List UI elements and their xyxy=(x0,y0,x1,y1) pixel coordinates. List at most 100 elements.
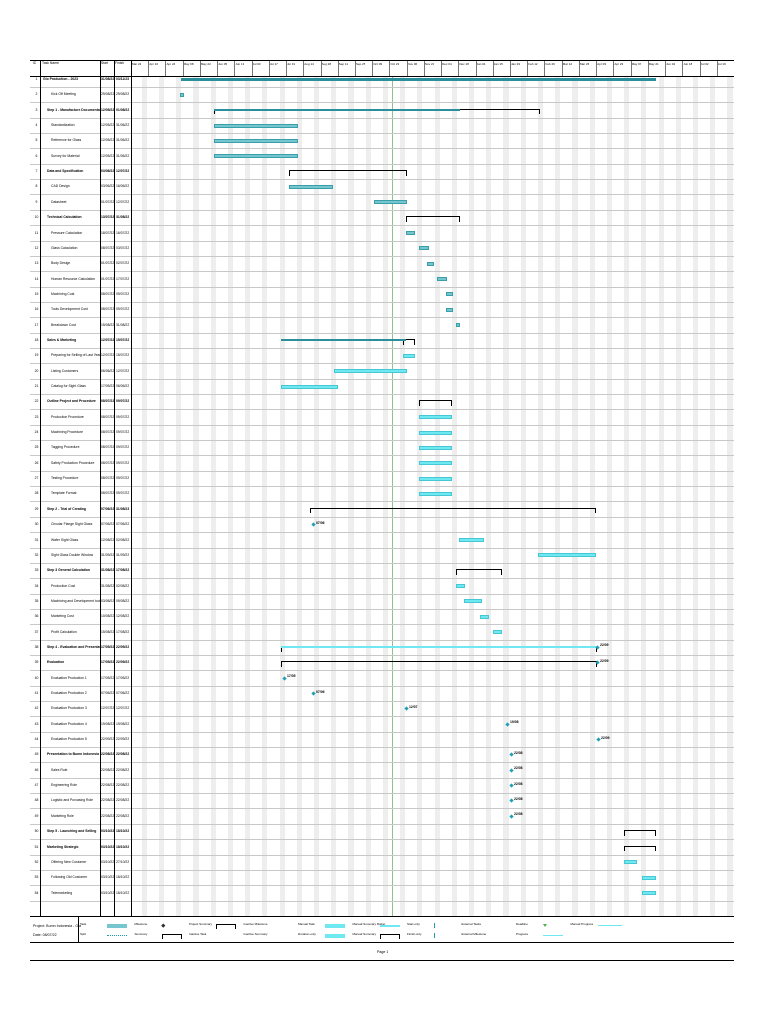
manual-task-bar[interactable] xyxy=(459,538,484,542)
task-name[interactable]: Logistic and Purcasing Role xyxy=(51,798,94,803)
summary-bar[interactable] xyxy=(310,507,596,513)
task-start[interactable]: 29/08/22 xyxy=(101,92,115,97)
task-start[interactable]: 07/06/22 xyxy=(101,506,115,511)
task-start[interactable]: 08/07/22 xyxy=(101,399,115,404)
task-start[interactable]: 03/10/22 xyxy=(101,890,115,895)
milestone-diamond[interactable] xyxy=(508,752,514,758)
task-name[interactable]: Marketing Strategic xyxy=(47,844,79,849)
task-start[interactable]: 12/07/22 xyxy=(101,337,115,342)
task-finish[interactable]: 31/06/22 xyxy=(116,138,130,143)
milestone-diamond[interactable] xyxy=(508,783,514,788)
task-name[interactable]: Listing Customers xyxy=(51,368,79,373)
task-start[interactable]: 01/07/22 xyxy=(101,199,115,204)
task-name[interactable]: Sales & Marketing xyxy=(47,337,77,342)
manual-task-bar[interactable] xyxy=(403,353,415,358)
summary-bar[interactable] xyxy=(624,845,656,851)
task-finish[interactable]: 18/10/22 xyxy=(116,890,130,895)
manual-task-bar[interactable] xyxy=(419,430,452,435)
task-finish[interactable]: 31/08/22 xyxy=(116,215,130,220)
task-start[interactable]: 03/06/22 xyxy=(101,169,115,174)
task-finish[interactable]: 22/08/22 xyxy=(116,798,130,803)
task-finish[interactable]: 31/06/22 xyxy=(116,153,130,158)
task-start[interactable]: 01/07/22 xyxy=(101,261,115,266)
task-finish[interactable]: 12/07/22 xyxy=(116,169,130,174)
manual-task-bar[interactable] xyxy=(419,415,452,420)
task-finish[interactable]: 18/10/22 xyxy=(116,875,130,880)
task-finish[interactable]: 03/07/22 xyxy=(116,245,130,250)
task-start[interactable]: 12/07/22 xyxy=(101,353,115,358)
task-bar[interactable] xyxy=(406,231,415,235)
summary-bar[interactable] xyxy=(624,830,656,835)
task-name[interactable]: Evaluation Production 1 xyxy=(51,675,87,680)
task-start[interactable]: 12/05/22 xyxy=(101,107,115,112)
task-start[interactable]: 08/07/22 xyxy=(101,307,115,312)
task-start[interactable]: 06/06/22 xyxy=(101,368,115,373)
task-start[interactable]: 03/10/22 xyxy=(101,859,115,864)
task-bar[interactable] xyxy=(419,246,429,251)
task-start[interactable]: 18/07/22 xyxy=(101,230,115,235)
summary-bar[interactable] xyxy=(456,569,502,575)
task-start[interactable]: 03/08/22 xyxy=(101,598,115,603)
task-start[interactable]: 08/07/22 xyxy=(101,414,115,419)
task-finish[interactable]: 12/07/22 xyxy=(116,199,130,204)
task-name[interactable]: Reference for Glass xyxy=(51,138,82,143)
manual-task-bar[interactable] xyxy=(480,614,489,619)
task-bar[interactable] xyxy=(374,200,407,205)
task-bar[interactable] xyxy=(214,154,298,159)
task-name[interactable]: Following Old Customer xyxy=(51,875,88,880)
manual-task-bar[interactable] xyxy=(419,445,452,450)
task-name[interactable]: Circular Flange Sight Glass xyxy=(51,522,93,527)
summary-bar[interactable] xyxy=(281,661,597,667)
task-start[interactable]: 03/10/22 xyxy=(101,875,115,880)
task-name[interactable]: Glass Calculation xyxy=(51,245,78,250)
task-start[interactable]: 08/07/22 xyxy=(101,460,115,465)
task-finish[interactable]: 12/07/22 xyxy=(116,706,130,711)
task-start[interactable]: 12/08/22 xyxy=(101,537,115,542)
task-name[interactable]: Evaluation Production 3 xyxy=(51,706,87,711)
project-summary-bar[interactable] xyxy=(181,78,656,81)
manual-task-bar[interactable] xyxy=(419,461,452,466)
task-name[interactable]: Presentation to Bumn Indonesia xyxy=(47,752,99,757)
summary-bar[interactable] xyxy=(289,170,407,175)
task-finish[interactable]: 09/07/22 xyxy=(116,445,130,450)
task-start[interactable]: 08/07/22 xyxy=(101,291,115,296)
task-name[interactable]: Kick Off Meeting xyxy=(51,92,76,97)
task-finish[interactable]: 03/11/23 xyxy=(116,77,130,81)
manual-task-bar[interactable] xyxy=(419,476,452,481)
task-name[interactable]: Safety Production Procedure xyxy=(51,460,95,465)
task-name[interactable]: Engineering Role xyxy=(51,783,78,788)
task-finish[interactable]: 09/07/22 xyxy=(116,460,130,465)
task-name[interactable]: Step 1 - Manufacture Documentation xyxy=(47,107,100,112)
task-finish[interactable]: 16/07/22 xyxy=(116,230,130,235)
task-finish[interactable]: 06/06/22 xyxy=(116,384,130,388)
task-name[interactable]: Step 3 General Calculation xyxy=(47,568,90,573)
task-start[interactable]: 19/08/22 xyxy=(101,721,115,726)
task-start[interactable]: 22/09/22 xyxy=(101,737,115,742)
task-finish[interactable]: 17/07/22 xyxy=(116,276,130,281)
task-name[interactable]: Technical Calculation xyxy=(47,215,82,220)
task-name[interactable]: Production Cost xyxy=(51,583,76,588)
task-start[interactable]: 08/07/22 xyxy=(101,445,115,450)
task-bar[interactable] xyxy=(180,92,184,97)
task-finish[interactable]: 09/08/22 xyxy=(116,598,130,603)
milestone-diamond[interactable] xyxy=(508,814,514,819)
task-start[interactable]: 22/08/22 xyxy=(101,767,115,772)
task-finish[interactable]: 02/08/22 xyxy=(116,537,130,542)
task-name[interactable]: Human Resource Calculation xyxy=(51,276,96,281)
task-finish[interactable]: 18/10/22 xyxy=(116,844,130,849)
task-bar[interactable] xyxy=(214,138,298,143)
task-start[interactable]: 12/05/22 xyxy=(101,138,115,143)
task-start[interactable]: 22/08/22 xyxy=(101,783,115,788)
task-finish[interactable]: 31/08/22 xyxy=(116,322,130,327)
task-bar[interactable] xyxy=(214,123,298,128)
task-name[interactable]: Marketing Cost xyxy=(51,614,74,619)
task-name[interactable]: Marketing Role xyxy=(51,813,74,818)
task-name[interactable]: Testing Procedure xyxy=(51,476,79,481)
task-name[interactable]: Machining Procedure xyxy=(51,430,84,435)
task-name[interactable]: Step 2 - Trial of Creating xyxy=(47,506,86,511)
task-name[interactable]: Sales Role xyxy=(51,767,68,772)
task-name[interactable]: Template Format xyxy=(51,491,77,496)
task-name[interactable]: Step 5 - Launching and Selling xyxy=(47,829,97,834)
task-bar[interactable] xyxy=(446,307,453,312)
task-start[interactable]: 08/07/22 xyxy=(101,430,115,435)
